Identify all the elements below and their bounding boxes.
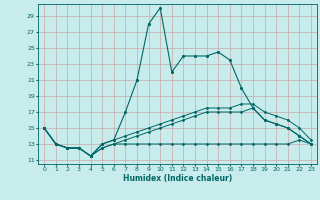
X-axis label: Humidex (Indice chaleur): Humidex (Indice chaleur): [123, 174, 232, 183]
